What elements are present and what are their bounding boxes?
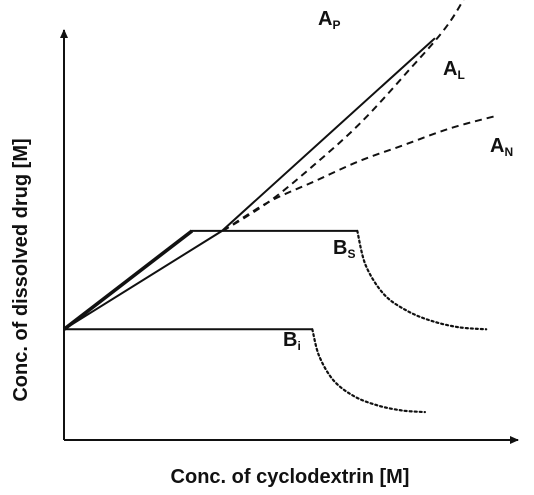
label-a-n: AN [490, 135, 513, 159]
label-b-i: Bi [283, 329, 301, 353]
series-layer [62, 0, 496, 414]
label-a-p: AP [318, 8, 340, 32]
label-b-s: BS [333, 237, 355, 261]
series-b-s-solid-line-3 [63, 229, 358, 331]
x-axis-label: Conc. of cyclodextrin [M] [171, 466, 410, 488]
series-b-s-dotted-line-4 [356, 229, 488, 331]
series-b-i-dotted-line-6 [311, 328, 426, 414]
series-a-n-dashed-line-2 [222, 115, 496, 232]
label-a-l: AL [443, 58, 465, 82]
shared-initial-segment [62, 229, 194, 331]
y-axis-label: Conc. of dissolved drug [M] [10, 138, 32, 401]
